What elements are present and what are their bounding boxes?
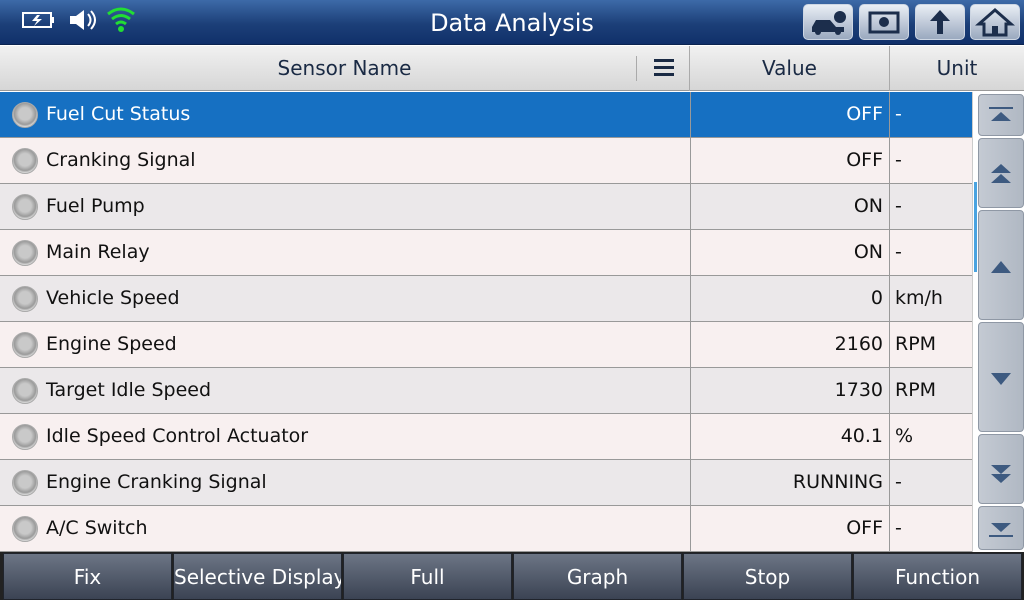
vehicle-info-button[interactable]: [803, 4, 853, 40]
icon: [991, 164, 1011, 183]
sensor-unit: -: [895, 471, 902, 493]
row-indicator: [12, 470, 38, 496]
scroll-top[interactable]: [978, 94, 1024, 136]
table-row[interactable]: A/C Switch OFF -: [0, 506, 972, 552]
sensor-unit: -: [895, 149, 902, 171]
toolbar-button[interactable]: Selective Display: [173, 553, 342, 600]
line-up[interactable]: [978, 210, 1024, 320]
toolbar-button[interactable]: Full: [343, 553, 512, 600]
sensor-value: ON: [690, 230, 890, 275]
sensor-value: OFF: [690, 506, 890, 551]
scroll-buttons: [978, 92, 1024, 552]
row-indicator: [12, 516, 38, 542]
sensor-name: Idle Speed Control Actuator: [46, 425, 309, 447]
sensor-name: Vehicle Speed: [46, 287, 180, 309]
print-button[interactable]: [859, 4, 909, 40]
sensor-unit: -: [895, 517, 902, 539]
icon: [989, 107, 1013, 121]
column-menu[interactable]: [652, 46, 676, 91]
row-indicator: [12, 148, 38, 174]
sensor-value: 1730: [690, 368, 890, 413]
table-row[interactable]: Fuel Pump ON -: [0, 184, 972, 230]
sensor-name: Target Idle Speed: [46, 379, 212, 401]
table-row[interactable]: Cranking Signal OFF -: [0, 138, 972, 184]
toolbar-button[interactable]: Stop: [683, 553, 852, 600]
sensor-unit: -: [895, 195, 902, 217]
sensor-value: OFF: [690, 92, 890, 137]
sensor-name: Main Relay: [46, 241, 150, 263]
title-bar: Data Analysis: [0, 0, 1024, 45]
table-row[interactable]: Fuel Cut Status OFF -: [0, 92, 972, 138]
screen-title: Data Analysis: [430, 9, 594, 37]
column-header: Unit: [936, 56, 978, 80]
table-row[interactable]: Vehicle Speed 0 km/h: [0, 276, 972, 322]
icon: [991, 261, 1011, 273]
sensor-unit: -: [895, 241, 902, 263]
row-indicator: [12, 194, 38, 220]
sensor-name: Fuel Pump: [46, 195, 145, 217]
sensor-unit: RPM: [895, 333, 937, 355]
table-row[interactable]: Engine Speed 2160 RPM: [0, 322, 972, 368]
scroll-thumb: [974, 182, 977, 272]
line-down[interactable]: [978, 322, 1024, 432]
scrollbar: [972, 92, 978, 552]
row-indicator: [12, 286, 38, 312]
sensor-unit: RPM: [895, 379, 937, 401]
sensor-value: 2160: [690, 322, 890, 367]
sensor-value: 40.1: [690, 414, 890, 459]
page-up[interactable]: [978, 138, 1024, 208]
sensor-list: Fuel Cut Status OFF - Cranking Signal OFF - Fu…: [0, 92, 972, 552]
sensor-value: OFF: [690, 138, 890, 183]
home-button[interactable]: [970, 4, 1020, 40]
row-indicator: [12, 240, 38, 266]
column-header[interactable]: Sensor Name: [0, 46, 690, 91]
icon: [975, 8, 1015, 37]
sensor-value: RUNNING: [690, 460, 890, 505]
sensor-name: A/C Switch: [46, 517, 148, 539]
sensor-value: 0: [690, 276, 890, 321]
column-header: Value: [690, 46, 890, 91]
toolbar: Fix Selective Display Full Graph Stop Functio…: [0, 552, 1024, 600]
toolbar-button[interactable]: Function: [853, 553, 1022, 600]
sensor-name: Cranking Signal: [46, 149, 196, 171]
sensor-name: Engine Cranking Signal: [46, 471, 267, 493]
icon: [930, 10, 950, 34]
table-row[interactable]: Engine Cranking Signal RUNNING -: [0, 460, 972, 506]
icon: [991, 465, 1011, 483]
row-indicator: [12, 378, 38, 404]
sensor-name: Engine Speed: [46, 333, 177, 355]
icon: [989, 523, 1013, 537]
sensor-unit: %: [895, 425, 914, 447]
sensor-unit: km/h: [895, 287, 943, 309]
icon: [868, 11, 900, 34]
icon: [812, 11, 846, 35]
status-icons: [22, 7, 135, 32]
table-row[interactable]: Target Idle Speed 1730 RPM: [0, 368, 972, 414]
row-indicator: [12, 332, 38, 358]
sensor-unit: -: [895, 103, 902, 125]
icon: [991, 373, 1011, 385]
sensor-value: ON: [690, 184, 890, 229]
toolbar-button[interactable]: Graph: [513, 553, 682, 600]
table-header: Sensor Name Value Unit: [0, 46, 1024, 91]
table-row[interactable]: Idle Speed Control Actuator 40.1%: [0, 414, 972, 460]
divider: [636, 56, 637, 81]
table-row[interactable]: Main Relay ON -: [0, 230, 972, 276]
scroll-bottom[interactable]: [978, 506, 1024, 550]
back-button[interactable]: [915, 4, 965, 40]
toolbar-button[interactable]: Fix: [3, 553, 172, 600]
row-indicator: [12, 102, 38, 128]
sensor-name: Fuel Cut Status: [46, 103, 191, 125]
page-down[interactable]: [978, 434, 1024, 504]
row-indicator: [12, 424, 38, 450]
